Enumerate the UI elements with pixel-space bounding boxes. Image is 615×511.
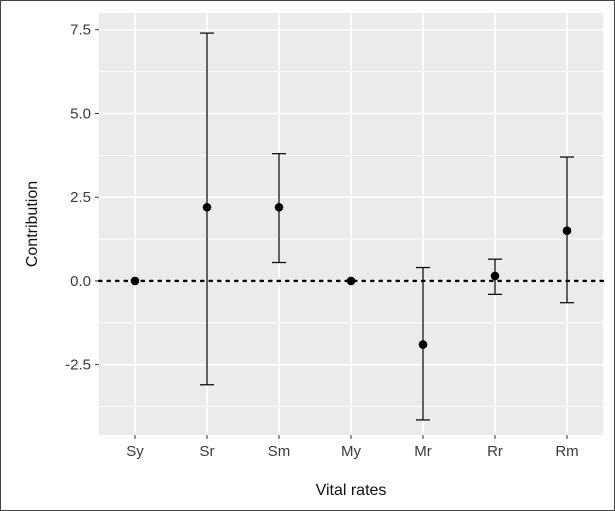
data-point xyxy=(202,202,212,212)
data-points xyxy=(130,202,572,349)
x-tick-label: Rm xyxy=(555,443,578,460)
y-tick-label: -2.5 xyxy=(65,357,91,374)
x-tick-label: Sy xyxy=(126,443,144,460)
x-tick-label: Rr xyxy=(487,443,503,460)
data-point xyxy=(346,276,356,286)
data-point xyxy=(418,340,428,349)
x-axis-ticks: Sy Sr Sm My Mr Rr Rm xyxy=(126,435,579,460)
y-tick-label: 7.5 xyxy=(70,22,91,39)
data-point xyxy=(490,271,500,281)
y-tick-label: 0.0 xyxy=(70,273,91,290)
y-axis-title: Contribution xyxy=(24,181,41,267)
x-tick-label: Sm xyxy=(268,443,291,460)
y-axis-ticks: -2.5 0.0 2.5 5.0 7.5 xyxy=(65,22,99,374)
data-point xyxy=(562,226,572,235)
major-gridlines xyxy=(99,13,603,435)
x-axis-title: Vital rates xyxy=(316,482,387,499)
x-tick-label: Sr xyxy=(200,443,215,460)
y-tick-label: 5.0 xyxy=(70,105,91,122)
y-tick-label: 2.5 xyxy=(70,189,91,206)
x-tick-label: Mr xyxy=(414,443,432,460)
x-tick-label: My xyxy=(341,443,361,460)
data-point xyxy=(274,202,284,212)
data-point xyxy=(130,276,140,286)
